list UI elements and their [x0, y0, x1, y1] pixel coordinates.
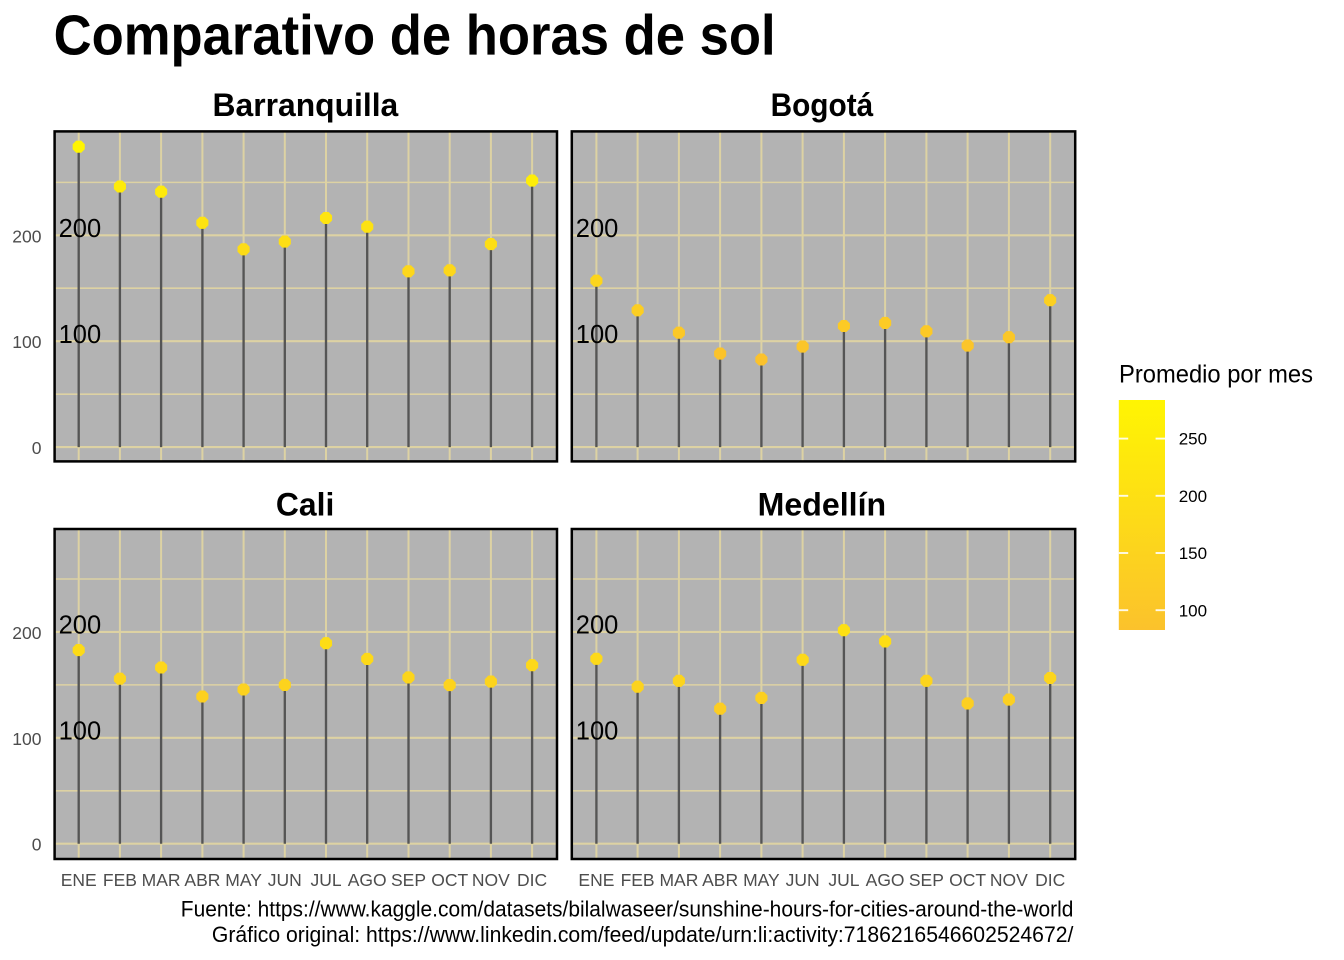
svg-text:ENE: ENE	[61, 870, 97, 890]
svg-text:Cali: Cali	[276, 486, 334, 522]
svg-text:MAY: MAY	[225, 870, 262, 890]
svg-text:MAR: MAR	[142, 870, 181, 890]
svg-text:200: 200	[576, 215, 619, 243]
svg-text:Barranquilla: Barranquilla	[213, 87, 399, 123]
svg-text:Bogotá: Bogotá	[771, 87, 874, 123]
svg-text:JUL: JUL	[828, 870, 859, 890]
svg-text:Comparativo de horas de sol: Comparativo de horas de sol	[54, 4, 776, 68]
svg-text:JUN: JUN	[268, 870, 302, 890]
svg-text:JUL: JUL	[310, 870, 341, 890]
svg-text:100: 100	[59, 321, 102, 349]
svg-text:100: 100	[576, 718, 619, 746]
svg-text:200: 200	[59, 612, 102, 640]
svg-text:SEP: SEP	[909, 870, 944, 890]
svg-text:0: 0	[32, 835, 42, 855]
svg-text:200: 200	[59, 215, 102, 243]
svg-text:NOV: NOV	[990, 870, 1028, 890]
svg-text:200: 200	[12, 226, 41, 246]
svg-text:ABR: ABR	[702, 870, 738, 890]
svg-text:FEB: FEB	[103, 870, 137, 890]
svg-text:200: 200	[1179, 487, 1207, 506]
svg-text:100: 100	[12, 729, 41, 749]
svg-text:100: 100	[59, 718, 102, 746]
svg-text:AGO: AGO	[348, 870, 387, 890]
svg-text:100: 100	[12, 332, 41, 352]
svg-text:SEP: SEP	[391, 870, 426, 890]
svg-text:ABR: ABR	[184, 870, 220, 890]
svg-text:ENE: ENE	[578, 870, 614, 890]
svg-text:NOV: NOV	[472, 870, 510, 890]
svg-text:Fuente: https://www.kaggle.com: Fuente: https://www.kaggle.com/datasets/…	[181, 897, 1074, 922]
svg-text:JUN: JUN	[786, 870, 820, 890]
svg-text:100: 100	[1179, 601, 1207, 620]
svg-text:100: 100	[576, 321, 619, 349]
svg-text:150: 150	[1179, 544, 1207, 563]
svg-text:0: 0	[32, 438, 42, 458]
svg-text:MAY: MAY	[743, 870, 780, 890]
svg-text:Gráfico original: https://www.: Gráfico original: https://www.linkedin.c…	[212, 922, 1074, 947]
svg-text:Medellín: Medellín	[758, 486, 886, 522]
svg-text:MAR: MAR	[659, 870, 698, 890]
svg-text:200: 200	[12, 623, 41, 643]
svg-text:DIC: DIC	[1035, 870, 1065, 890]
svg-text:FEB: FEB	[621, 870, 655, 890]
svg-text:Promedio por mes: Promedio por mes	[1119, 361, 1313, 389]
svg-text:AGO: AGO	[866, 870, 905, 890]
svg-text:200: 200	[576, 612, 619, 640]
svg-text:OCT: OCT	[431, 870, 468, 890]
svg-text:250: 250	[1179, 430, 1207, 449]
svg-text:DIC: DIC	[517, 870, 547, 890]
svg-text:OCT: OCT	[949, 870, 986, 890]
